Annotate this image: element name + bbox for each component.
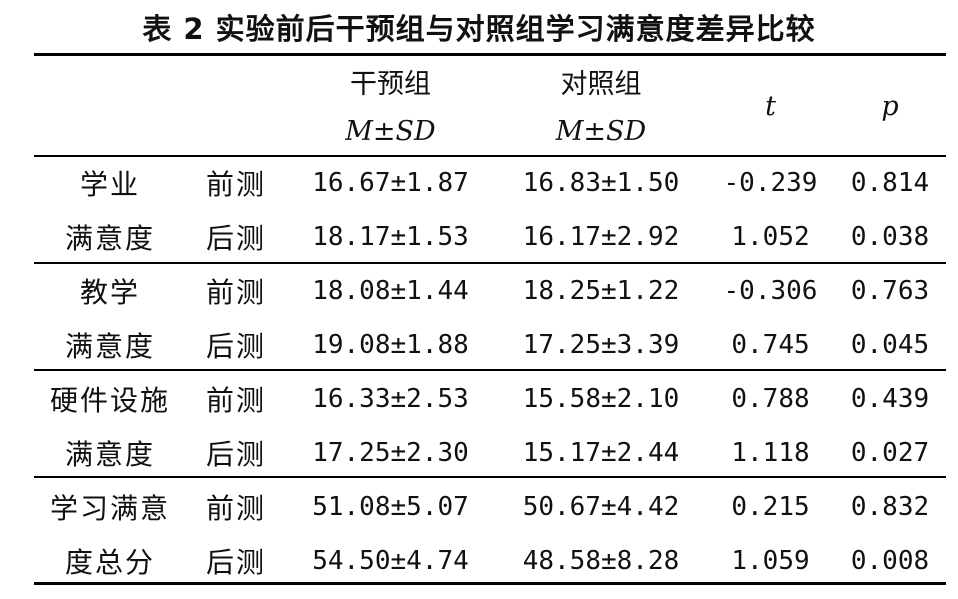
table-row: 学业 前测 16.67±1.87 16.83±1.50 -0.239 0.814: [34, 156, 946, 210]
group2-value: 18.25±1.22: [522, 276, 680, 306]
group1-value: 51.08±5.07: [312, 492, 469, 522]
group1-value: 16.33±2.53: [312, 384, 469, 414]
header-blank: [186, 56, 286, 106]
group2-value: 17.25±3.39: [522, 330, 680, 360]
t-value: 1.052: [731, 222, 810, 252]
p-value: 0.045: [850, 330, 930, 360]
top-rule: [34, 53, 946, 56]
table-row: 硬件设施 前测 16.33±2.53 15.58±2.10 0.788 0.43…: [34, 372, 946, 426]
group1-value: 18.17±1.53: [312, 222, 469, 252]
group1-value: 16.67±1.87: [312, 168, 469, 198]
table-row: 教学 前测 18.08±1.44 18.25±1.22 -0.306 0.763: [34, 264, 946, 318]
group-divider-2: [34, 369, 946, 371]
t-value: -0.239: [723, 168, 818, 198]
p-value: 0.038: [850, 222, 930, 252]
category-label: 度总分: [64, 546, 155, 579]
category-label: 教学: [79, 276, 140, 309]
t-value: 0.215: [731, 492, 810, 522]
table-row: 满意度 后测 19.08±1.88 17.25±3.39 0.745 0.045: [34, 318, 946, 372]
category-label: 满意度: [64, 438, 155, 471]
category-label: 满意度: [64, 222, 155, 255]
category-label: 满意度: [64, 330, 155, 363]
category-label: 学习满意: [49, 492, 170, 525]
p-value: 0.832: [850, 492, 930, 522]
satisfaction-comparison-table: 干预组 对照组 t p M±SD M±SD 学业 前测 16.67±1.87 1…: [34, 56, 946, 588]
timepoint-label: 后测: [205, 330, 266, 363]
header-t: t: [765, 90, 776, 122]
group-divider-3: [34, 476, 946, 478]
timepoint-label: 后测: [205, 222, 266, 255]
group2-value: 50.67±4.42: [522, 492, 680, 522]
category-label: 学业: [79, 168, 140, 201]
t-value: 1.118: [731, 438, 810, 468]
timepoint-label: 前测: [205, 276, 266, 309]
group1-value: 19.08±1.88: [312, 330, 469, 360]
group2-value: 15.58±2.10: [522, 384, 680, 414]
header-row-1: 干预组 对照组 t p: [34, 56, 946, 122]
group1-value: 18.08±1.44: [312, 276, 469, 306]
table-row: 度总分 后测 54.50±4.74 48.58±8.28 1.059 0.008: [34, 534, 946, 588]
group2-value: 16.83±1.50: [522, 168, 680, 198]
header-blank: [34, 106, 186, 156]
bottom-rule: [34, 582, 946, 585]
group2-value: 48.58±8.28: [522, 546, 680, 576]
group1-value: 17.25±2.30: [312, 438, 469, 468]
header-group2-stat: M±SD: [555, 115, 647, 147]
p-value: 0.814: [850, 168, 930, 198]
header-blank: [186, 106, 286, 156]
header-blank: [34, 56, 186, 106]
t-value: 1.059: [731, 546, 810, 576]
header-group1: 干预组: [350, 68, 431, 100]
group2-value: 15.17±2.44: [522, 438, 680, 468]
category-label: 硬件设施: [49, 384, 170, 417]
group1-value: 54.50±4.74: [312, 546, 469, 576]
timepoint-label: 后测: [205, 438, 266, 471]
timepoint-label: 后测: [205, 546, 266, 579]
t-value: 0.745: [731, 330, 810, 360]
group-divider-1: [34, 262, 946, 264]
header-rule: [34, 155, 946, 157]
group2-value: 16.17±2.92: [522, 222, 680, 252]
table-row: 满意度 后测 18.17±1.53 16.17±2.92 1.052 0.038: [34, 210, 946, 264]
header-p: p: [881, 90, 899, 122]
p-value: 0.439: [850, 384, 930, 414]
header-row-2: M±SD M±SD: [34, 106, 946, 156]
t-value: 0.788: [731, 384, 810, 414]
table-caption: 表 2 实验前后干预组与对照组学习满意度差异比较: [142, 12, 816, 46]
p-value: 0.027: [850, 438, 930, 468]
header-group2: 对照组: [560, 68, 642, 100]
p-value: 0.008: [850, 546, 930, 576]
table-row: 满意度 后测 17.25±2.30 15.17±2.44 1.118 0.027: [34, 426, 946, 480]
p-value: 0.763: [850, 276, 930, 306]
table-row: 学习满意 前测 51.08±5.07 50.67±4.42 0.215 0.83…: [34, 480, 946, 534]
header-group1-stat: M±SD: [345, 115, 436, 147]
timepoint-label: 前测: [205, 168, 266, 201]
timepoint-label: 前测: [205, 384, 266, 417]
t-value: -0.306: [723, 276, 818, 306]
timepoint-label: 前测: [205, 492, 266, 525]
